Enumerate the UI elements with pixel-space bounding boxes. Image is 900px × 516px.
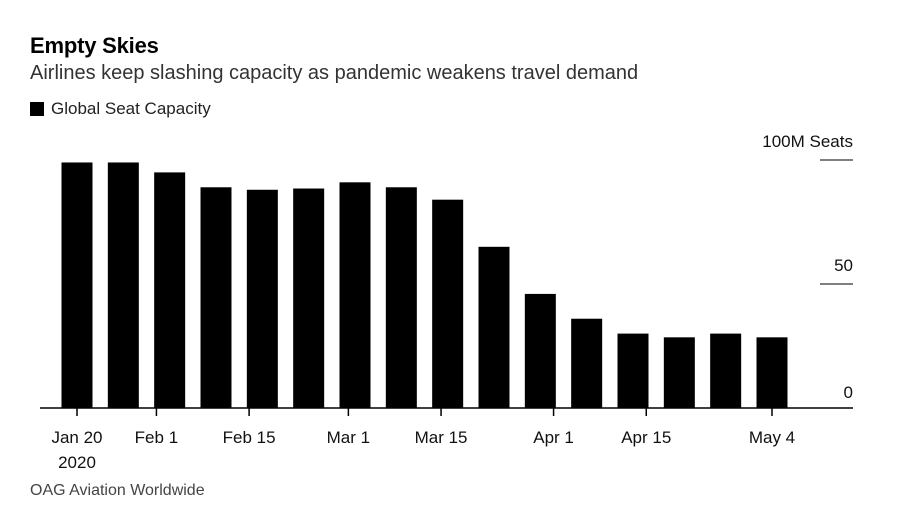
y-axis: 0 50 100M Seats (762, 132, 853, 402)
x-tick-label: Feb 1 (135, 428, 178, 447)
x-tick-label: Feb 15 (223, 428, 276, 447)
bar (710, 333, 742, 408)
bars-group (61, 162, 788, 408)
x-tick-label: Apr 15 (621, 428, 671, 447)
x-tick-label: May 4 (749, 428, 795, 447)
bar (663, 337, 695, 408)
bar (617, 333, 649, 408)
y-tick-label: 100M Seats (762, 132, 853, 151)
bar (200, 187, 232, 408)
legend: Global Seat Capacity (30, 99, 211, 119)
x-tick-label: Mar 15 (415, 428, 468, 447)
chart-subtitle: Airlines keep slashing capacity as pande… (30, 62, 639, 84)
x-axis: Jan 20 2020 Feb 1 Feb 15 Mar 1 Mar 15 Apr 1 Apr… (40, 407, 853, 472)
bar (756, 337, 788, 408)
x-tick-label: Apr 1 (533, 428, 574, 447)
bar (246, 189, 278, 408)
bar (107, 162, 139, 408)
bar (385, 187, 417, 408)
y-tick-label: 50 (834, 256, 853, 275)
chart-title: Empty Skies (30, 33, 159, 58)
bar (339, 182, 371, 408)
bar (478, 246, 510, 408)
x-tick-sublabel: 2020 (58, 453, 96, 472)
bar (61, 162, 93, 408)
legend-swatch (30, 102, 44, 116)
bar (571, 318, 603, 408)
source-note: OAG Aviation Worldwide (30, 482, 205, 499)
x-tick-label: Mar 1 (327, 428, 370, 447)
bar (524, 293, 556, 408)
y-tick-label: 0 (844, 383, 853, 402)
bar (432, 199, 464, 408)
bar (154, 172, 186, 408)
bar (293, 188, 325, 408)
x-tick-label: Jan 20 (51, 428, 102, 447)
legend-label: Global Seat Capacity (51, 99, 211, 118)
